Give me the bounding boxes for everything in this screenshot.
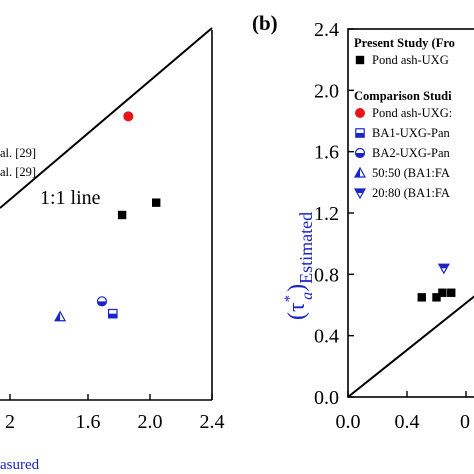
panel-b-y-axis-label: (τ*a)Estimated [282,212,316,320]
panel-a-data-point [107,308,118,319]
panel-b-y-tick-label: 2.4 [314,19,339,41]
panel-b-legend-title-1: Present Study (Fro [354,36,455,50]
svg-text:(τ*a)Estimated: (τ*a)Estimated [282,212,316,320]
legend-item-label: BA2-UXG-Pan [372,146,451,160]
panel-a-x-axis-label: asured [0,457,40,473]
y-label-subscript: Estimated [296,212,316,284]
panel-a-x-tick-label: 2.0 [138,411,163,433]
panel-a-x-ticks: 2 1.6 2.0 2.4 [5,394,225,433]
panel-b-y-tick-label: 2.0 [314,80,339,102]
panel-a-data-point [152,198,161,207]
panel-b-plot-frame [347,28,474,398]
legend-marker [354,147,366,159]
panel-b-one-to-one-line [347,295,474,398]
panel-b-x-tick-label: 0.0 [336,411,361,433]
panel-b-legend: Pond ash-UXG Pond ash-UXG: BA1-UXG-Pan BA2-… [353,53,452,200]
panel-b-y-tick-label: 1.2 [314,203,339,225]
legend-marker [355,108,365,118]
y-label-main: (τ [284,302,310,320]
panel-b-x-tick-label: 0 [460,411,470,433]
legend-marker [353,188,367,200]
panel-b-data-point [437,263,450,275]
legend-marker [353,166,367,178]
panel-a-ref-label-1: al. [29] [0,146,36,160]
panel-b-data-point [438,288,447,297]
panel-a-x-tick-label: 1.6 [76,411,101,433]
legend-item-label: BA1-UXG-Pan [372,126,451,140]
panel-a-one-to-one-label: 1:1 line [40,187,101,209]
panel-b: (b) 0.0 0.4 0.8 1.2 1.6 2.0 2.4 0.0 0.4 0 Presen… [252,11,474,433]
panel-b-x-ticks: 0.0 0.4 0 [336,391,470,433]
panel-a: 2 1.6 2.0 2.4 1:1 line al. [29] al. [29] as… [0,27,225,473]
legend-item-label: 50:50 (BA1:FA [372,166,450,180]
legend-item-label: 20:80 (BA1:FA [372,186,450,200]
panel-b-data-point [447,288,456,297]
panel-a-x-tick-label: 2 [5,411,15,433]
y-label-sub: a [299,292,316,300]
panel-b-points [417,263,456,302]
panel-b-y-tick-label: 0.8 [314,264,339,286]
panel-b-x-tick-label: 0.4 [395,411,420,433]
panel-a-data-point [54,310,67,322]
panel-b-y-ticks: 0.0 0.4 0.8 1.2 1.6 2.0 2.4 [314,19,354,409]
legend-item-label: Pond ash-UXG: [372,106,452,120]
y-label-close: ) [284,284,310,292]
panel-a-data-point [117,210,127,220]
panel-b-data-point [432,293,441,302]
panel-b-legend-title-2: Comparison Studi [354,89,452,103]
panel-b-y-tick-label: 0.4 [314,326,339,348]
panel-a-ref-label-2: al. [29] [0,165,36,179]
legend-marker [355,55,365,65]
legend-item-label: Pond ash-UXG [372,53,449,67]
panel-a-x-tick-label: 2.4 [200,411,225,433]
panel-b-y-tick-label: 0.0 [314,387,339,409]
panel-b-y-tick-label: 1.6 [314,142,339,164]
panel-b-label: (b) [252,11,278,35]
panel-a-points [54,111,161,322]
panel-a-data-point [96,296,108,307]
legend-marker [355,128,365,138]
y-label-sup: * [282,295,298,303]
panel-a-one-to-one-line [0,27,213,209]
panel-b-data-point [417,293,426,302]
panel-a-data-point [123,111,134,122]
